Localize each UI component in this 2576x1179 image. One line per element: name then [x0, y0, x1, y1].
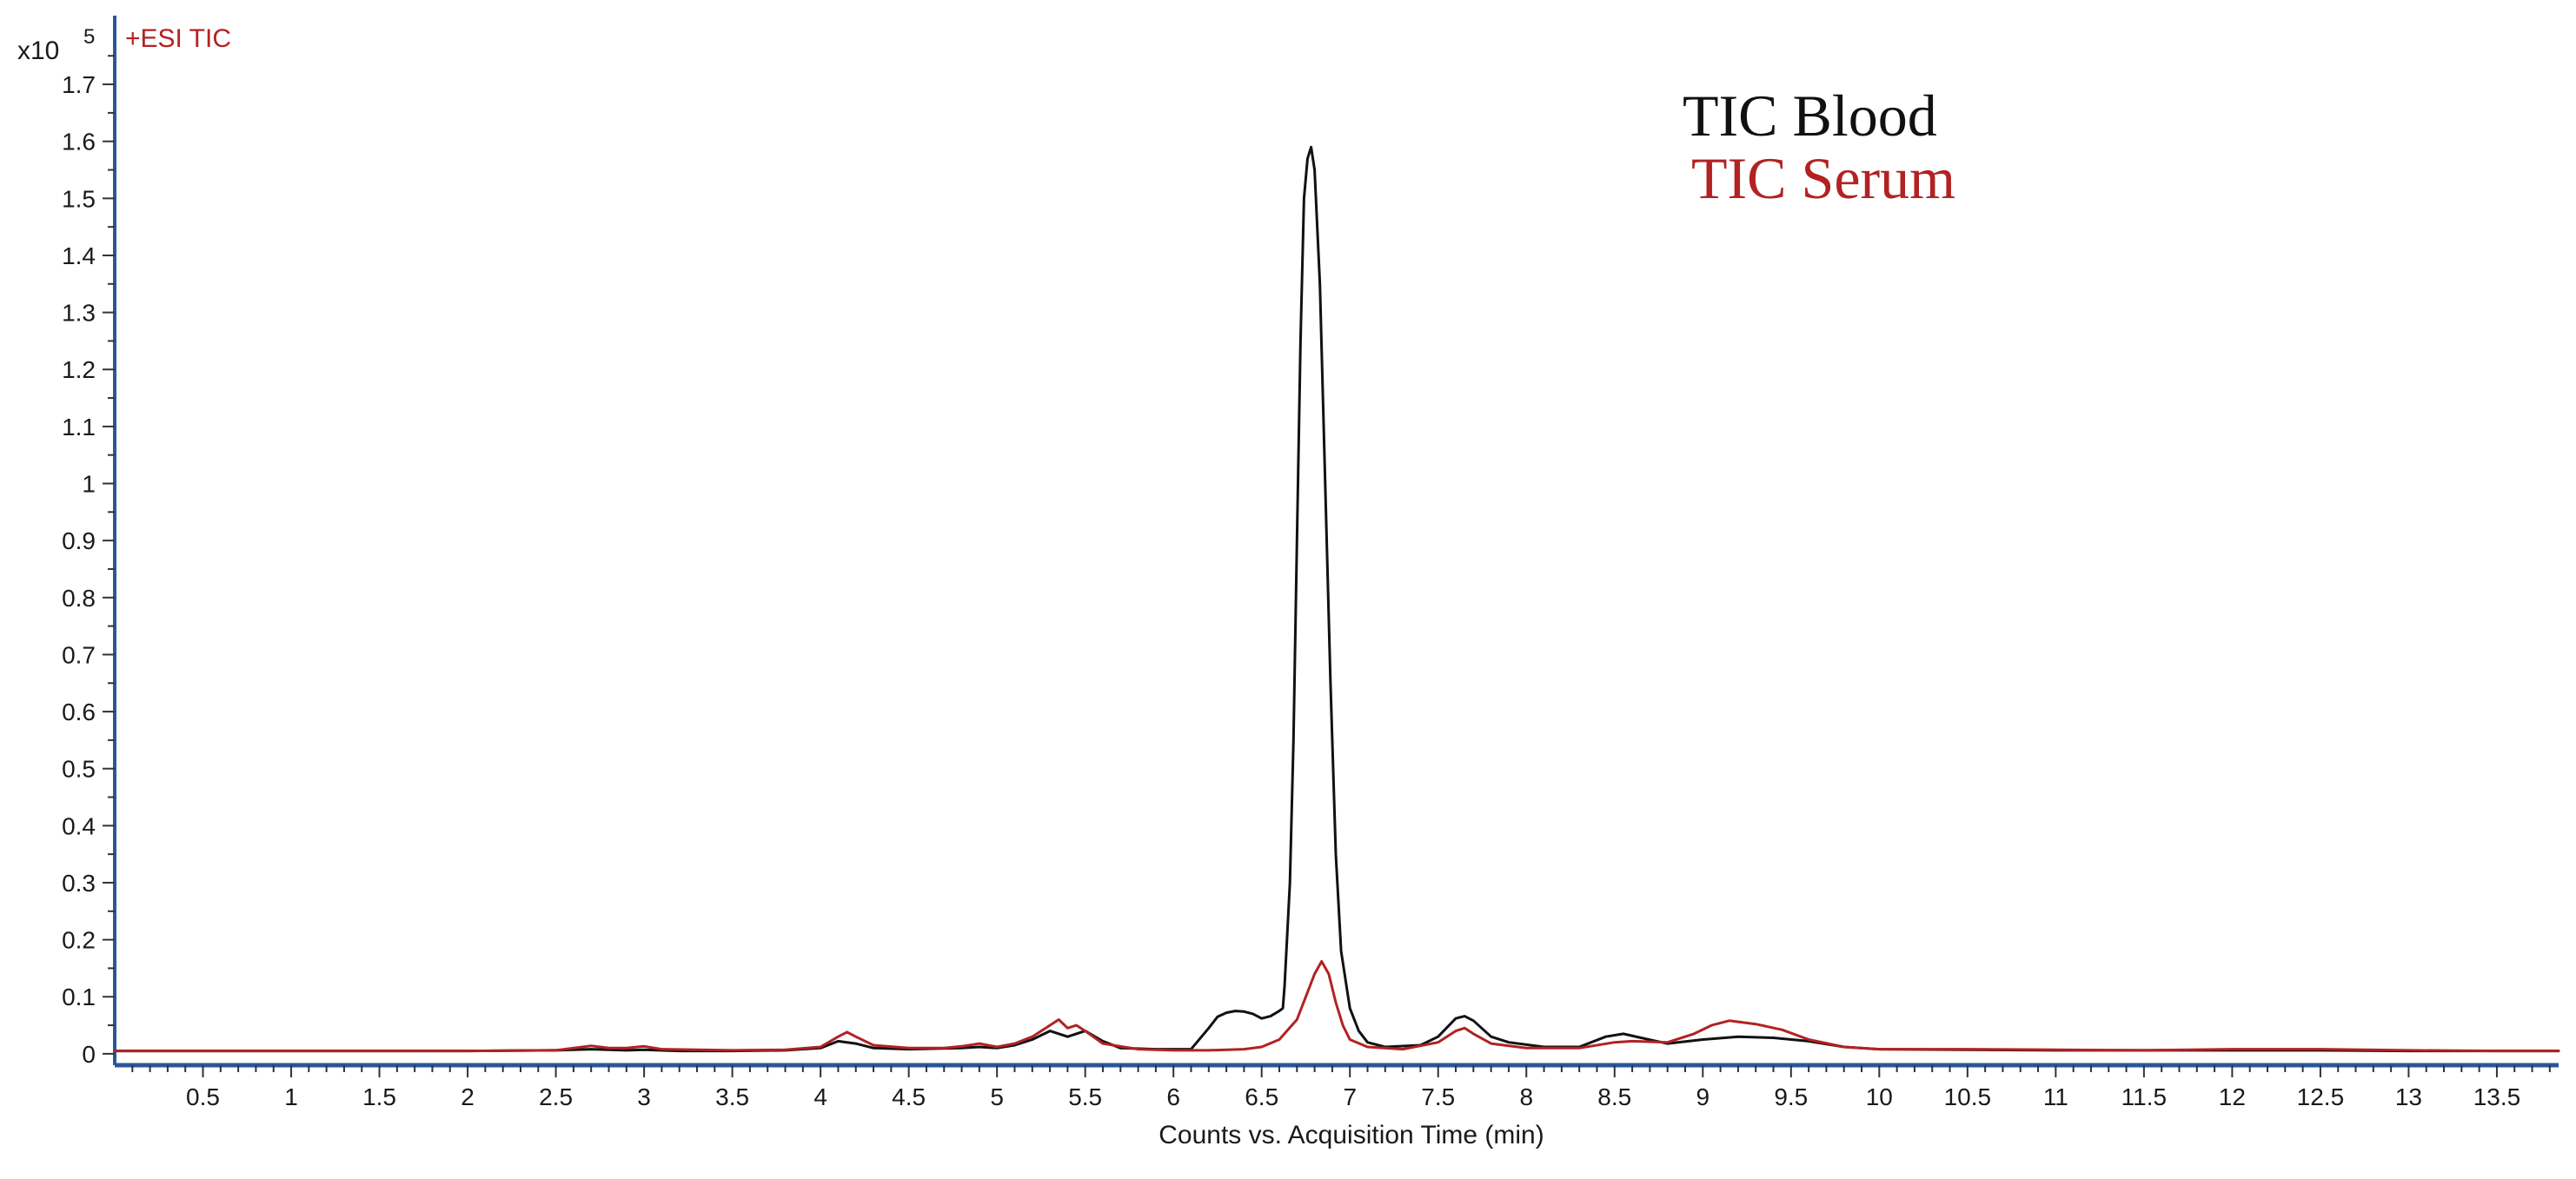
x-tick-label: 11.5	[2121, 1083, 2167, 1110]
x-tick-label: 10	[1866, 1083, 1893, 1110]
x-tick-label: 3	[637, 1083, 651, 1110]
y-tick-label: 0	[82, 1041, 96, 1068]
series-lines	[113, 145, 2560, 1053]
series-line-tic-blood	[113, 145, 2560, 1053]
x-tick-label: 5	[990, 1083, 1004, 1110]
x-tick-label: 8	[1519, 1083, 1533, 1110]
x-tick-label: 4	[813, 1083, 827, 1110]
x-tick-label: 12.5	[2297, 1083, 2345, 1110]
x-tick-label: 13.5	[2473, 1083, 2521, 1110]
x-tick-label: 1.5	[362, 1083, 396, 1110]
y-tick-label: 1.6	[62, 129, 96, 156]
y-tick-label: 1.3	[62, 300, 96, 327]
x-tick-label: 6	[1166, 1083, 1180, 1110]
x-tick-label: 7	[1343, 1083, 1357, 1110]
x-tick-label: 3.5	[715, 1083, 749, 1110]
y-tick-label: 0.7	[62, 641, 96, 668]
x-tick-label: 10.5	[1944, 1083, 1992, 1110]
legend-entry-serum: TIC Serum	[1691, 145, 1955, 211]
x-tick-label: 11	[2043, 1083, 2068, 1110]
y-tick-label: 0.9	[62, 527, 96, 554]
y-tick-label: 1.7	[62, 71, 96, 98]
y-tick-label: 1.5	[62, 185, 96, 212]
series-line-tic-serum	[113, 960, 2560, 1053]
x-tick-label: 12	[2219, 1083, 2246, 1110]
x-tick-label: 13	[2395, 1083, 2422, 1110]
y-tick-label: 0.2	[62, 927, 96, 954]
legend-entry-blood: TIC Blood	[1683, 83, 1937, 149]
y-axis-scale-exponent: 5	[83, 25, 95, 49]
y-tick-label: 0.5	[62, 756, 96, 783]
x-tick-label: 2.5	[539, 1083, 573, 1110]
x-tick-label: 5.5	[1068, 1083, 1102, 1110]
y-tick-label: 0.1	[62, 984, 96, 1010]
x-tick-label: 8.5	[1597, 1083, 1631, 1110]
x-tick-label: 0.5	[186, 1083, 220, 1110]
y-axis-scale-label: x10	[17, 36, 59, 65]
axis-ticks: 0 0.1 0.2 0.3 0.4 0.5 0.6 0.7 0.8 0.9 1 1.1 1.2 1.3 1.…	[62, 55, 2551, 1110]
x-tick-label: 9.5	[1774, 1083, 1808, 1110]
y-tick-label: 0.3	[62, 870, 96, 897]
y-tick-label: 1	[82, 471, 96, 498]
x-tick-label: 4.5	[892, 1083, 926, 1110]
axes	[113, 16, 2559, 1068]
x-tick-label: 7.5	[1421, 1083, 1455, 1110]
x-tick-label: 6.5	[1245, 1083, 1278, 1110]
y-tick-label: 0.4	[62, 812, 96, 839]
y-tick-label: 1.2	[62, 356, 96, 383]
x-tick-label: 9	[1696, 1083, 1710, 1110]
y-tick-label: 0.6	[62, 699, 96, 725]
x-axis-title: Counts vs. Acquisition Time (min)	[1159, 1121, 1544, 1149]
y-tick-label: 0.8	[62, 585, 96, 612]
y-tick-label: 1.1	[62, 414, 96, 440]
scan-type-label: +ESI TIC	[125, 24, 231, 53]
y-tick-label: 1.4	[62, 242, 96, 269]
x-tick-label: 1	[284, 1083, 298, 1110]
x-tick-label: 2	[461, 1083, 475, 1110]
